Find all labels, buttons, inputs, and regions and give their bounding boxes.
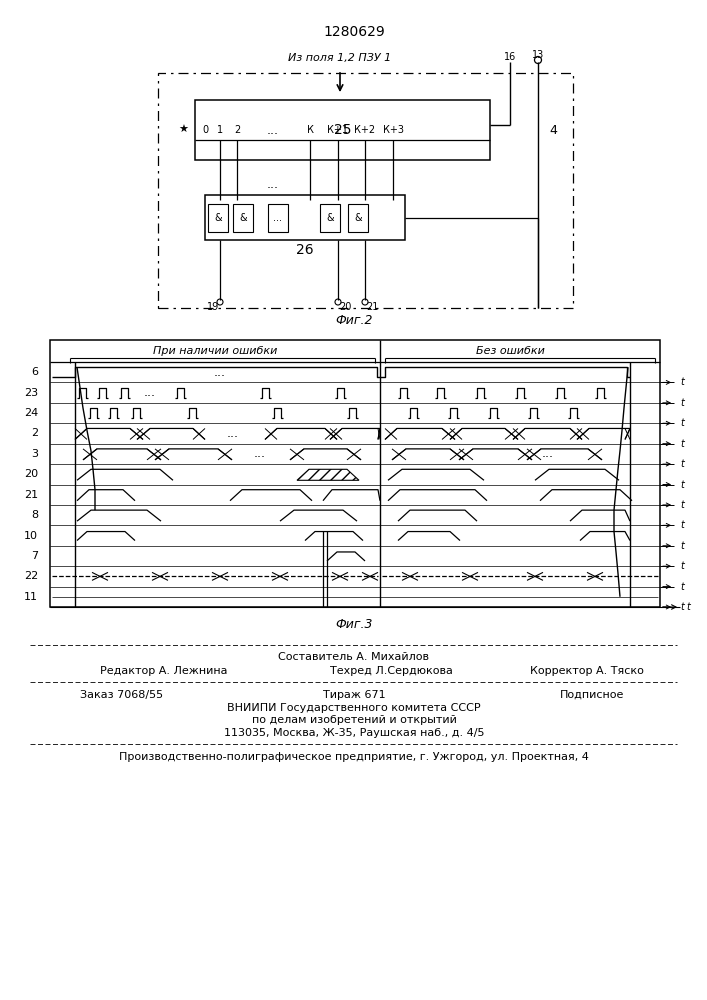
Text: t: t [680,377,684,387]
Text: 2: 2 [234,125,240,135]
Bar [158,73,573,308]
Text: ★: ★ [178,125,188,135]
Text: К+1: К+1 [327,125,349,135]
Text: К+2: К+2 [354,125,375,135]
Text: t: t [680,398,684,408]
Bar [208,204,228,232]
Text: 4: 4 [549,123,557,136]
Text: 22: 22 [24,571,38,581]
Text: 19: 19 [206,302,219,312]
Text: Редактор А. Лежнина: Редактор А. Лежнина [100,666,228,676]
Text: t: t [680,602,684,612]
Text: ...: ... [214,366,226,379]
Text: 10: 10 [24,531,38,541]
Bar [50,340,660,607]
Text: t: t [680,500,684,510]
Text: t: t [680,480,684,489]
Text: К+3: К+3 [382,125,404,135]
Text: 3: 3 [31,449,38,459]
Text: ...: ... [254,447,266,460]
Text: При наличии ошибки: При наличии ошибки [153,346,277,356]
Text: t: t [686,602,690,612]
Text: ...: ... [267,178,279,192]
Text: &: & [239,213,247,223]
Text: 24: 24 [24,408,38,418]
Text: ...: ... [274,213,283,223]
Text: t: t [680,561,684,571]
Text: 7: 7 [31,551,38,561]
Text: 13: 13 [532,50,544,60]
Text: &: & [214,213,222,223]
Text: 21: 21 [24,490,38,500]
Text: 8: 8 [31,510,38,520]
Text: К: К [307,125,313,135]
Bar [233,204,253,232]
Text: Тираж 671: Тираж 671 [322,690,385,700]
Text: ...: ... [542,447,554,460]
Bar [268,204,288,232]
Text: 1: 1 [217,125,223,135]
Bar [320,204,340,232]
Bar [205,195,405,240]
Text: 0: 0 [202,125,208,135]
Text: 11: 11 [24,592,38,602]
Text: Составитель А. Михайлов: Составитель А. Михайлов [279,652,429,662]
Text: Техред Л.Сердюкова: Техред Л.Сердюкова [330,666,453,676]
Bar [195,100,490,160]
Text: по делам изобретений и открытий: по делам изобретений и открытий [252,715,457,725]
Text: 25: 25 [334,123,351,137]
Text: Фиг.3: Фиг.3 [335,617,373,631]
Text: t: t [680,459,684,469]
Text: 26: 26 [296,243,314,257]
Text: Корректор А. Тяско: Корректор А. Тяско [530,666,644,676]
Text: &: & [326,213,334,223]
Text: t: t [680,541,684,551]
Text: Из поля 1,2 ПЗУ 1: Из поля 1,2 ПЗУ 1 [288,53,392,63]
Text: 1280629: 1280629 [323,25,385,39]
Text: 21: 21 [366,302,378,312]
Text: Подписное: Подписное [560,690,624,700]
Text: 113035, Москва, Ж-35, Раушская наб., д. 4/5: 113035, Москва, Ж-35, Раушская наб., д. … [223,728,484,738]
Text: 20: 20 [339,302,351,312]
Text: ВНИИПИ Государственного комитета СССР: ВНИИПИ Государственного комитета СССР [227,703,481,713]
Text: 2: 2 [31,428,38,438]
Text: 6: 6 [31,367,38,377]
Text: ...: ... [227,427,239,440]
Text: Производственно-полиграфическое предприятие, г. Ужгород, ул. Проектная, 4: Производственно-полиграфическое предприя… [119,752,589,762]
Text: ...: ... [144,386,156,399]
Text: Без ошибки: Без ошибки [476,346,544,356]
Bar [348,204,368,232]
Text: ...: ... [267,123,279,136]
Text: t: t [680,520,684,530]
Text: 20: 20 [24,469,38,479]
Text: t: t [680,582,684,592]
Text: 16: 16 [504,52,516,62]
Text: t: t [680,418,684,428]
Text: &: & [354,213,362,223]
Text: t: t [680,439,684,449]
Text: Заказ 7068/55: Заказ 7068/55 [80,690,163,700]
Text: Фиг.2: Фиг.2 [335,314,373,326]
Text: 23: 23 [24,388,38,398]
